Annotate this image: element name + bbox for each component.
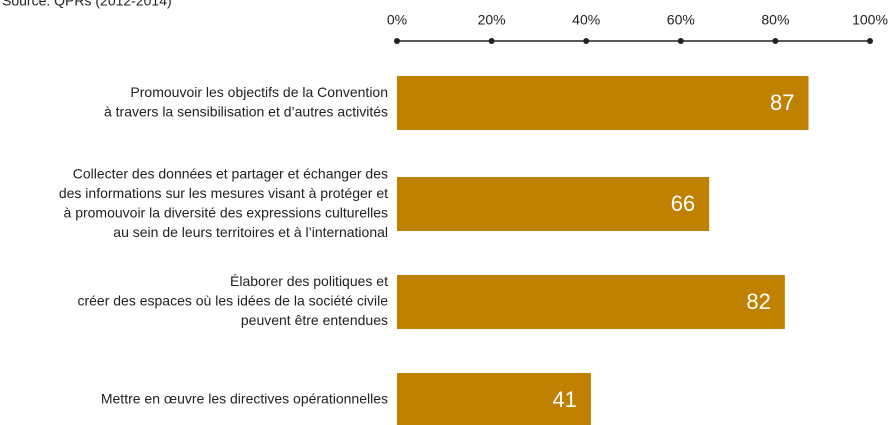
value-label: 87: [770, 90, 794, 115]
source: Source: QPRs (2012-2014): [2, 0, 172, 9]
bar: [397, 373, 591, 425]
category-label: à travers la sensibilisation et d’autres…: [104, 103, 388, 119]
tick-dot: [488, 38, 495, 44]
category-label: peuvent être entendues: [241, 312, 388, 328]
tick-dot: [677, 38, 684, 44]
tick-dot: [583, 38, 590, 44]
x-tick-label: 20%: [478, 12, 506, 28]
bar: [397, 76, 809, 130]
x-tick-label: 60%: [667, 12, 695, 28]
bar: [397, 275, 785, 329]
category-label: au sein de leurs territoires et à l’inte…: [113, 224, 388, 240]
category-label: Promouvoir les objectifs de la Conventio…: [130, 84, 388, 100]
category-label: créer des espaces où les idées de la soc…: [77, 293, 388, 309]
category-label: à promouvoir la diversité des expression…: [64, 204, 388, 220]
x-tick-label: 80%: [761, 12, 789, 28]
category-label: Mettre en œuvre les directives opération…: [101, 391, 388, 407]
category-label: des informations sur les mesures visant …: [59, 185, 388, 201]
value-label: 41: [552, 387, 576, 412]
tick-dot: [867, 38, 873, 44]
tick-dot: [772, 38, 779, 44]
x-tick-label: 100%: [852, 12, 888, 28]
tick-dot: [394, 38, 400, 44]
value-label: 82: [746, 289, 770, 314]
x-tick-label: 40%: [572, 12, 600, 28]
category-label: Élaborer des politiques et: [230, 273, 388, 289]
category-label: Collecter des données et partager et éch…: [73, 165, 388, 181]
x-tick-label: 0%: [387, 12, 407, 28]
value-label: 66: [671, 191, 695, 216]
bar: [397, 177, 710, 231]
